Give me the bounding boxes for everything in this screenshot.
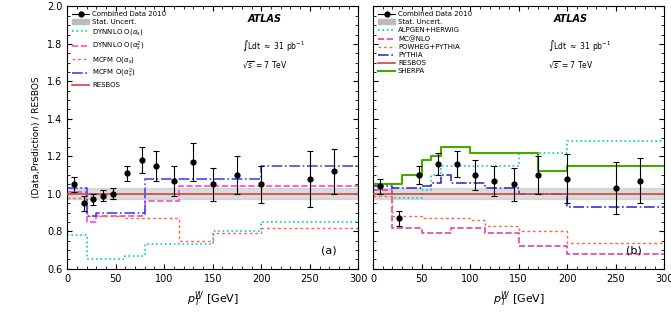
Text: (a): (a) bbox=[321, 246, 336, 256]
Legend: Combined Data 2010, Stat. Uncert., DYNNLO O($\alpha_s$), DYNNLO O($\alpha_s^2$),: Combined Data 2010, Stat. Uncert., DYNNL… bbox=[70, 10, 168, 90]
X-axis label: $p_T^W$ [GeV]: $p_T^W$ [GeV] bbox=[493, 289, 545, 309]
Text: $\sqrt{s}$ = 7 TeV: $\sqrt{s}$ = 7 TeV bbox=[548, 59, 594, 70]
Text: ATLAS: ATLAS bbox=[554, 14, 588, 24]
X-axis label: $p_T^W$ [GeV]: $p_T^W$ [GeV] bbox=[187, 289, 239, 309]
Legend: Combined Data 2010, Stat. Uncert., ALPGEN+HERWIG, MC@NLO, POWHEG+PYTHIA, PYTHIA,: Combined Data 2010, Stat. Uncert., ALPGE… bbox=[376, 10, 474, 76]
Text: ATLAS: ATLAS bbox=[248, 14, 282, 24]
Text: $\int$Ldt $\approx$ 31 pb$^{-1}$: $\int$Ldt $\approx$ 31 pb$^{-1}$ bbox=[548, 38, 611, 53]
Y-axis label: (Data,Prediction) / RESBOS: (Data,Prediction) / RESBOS bbox=[32, 77, 42, 198]
Text: (b): (b) bbox=[627, 246, 642, 256]
Text: $\int$Ldt $\approx$ 31 pb$^{-1}$: $\int$Ldt $\approx$ 31 pb$^{-1}$ bbox=[242, 38, 305, 53]
Text: $\sqrt{s}$ = 7 TeV: $\sqrt{s}$ = 7 TeV bbox=[242, 59, 288, 70]
